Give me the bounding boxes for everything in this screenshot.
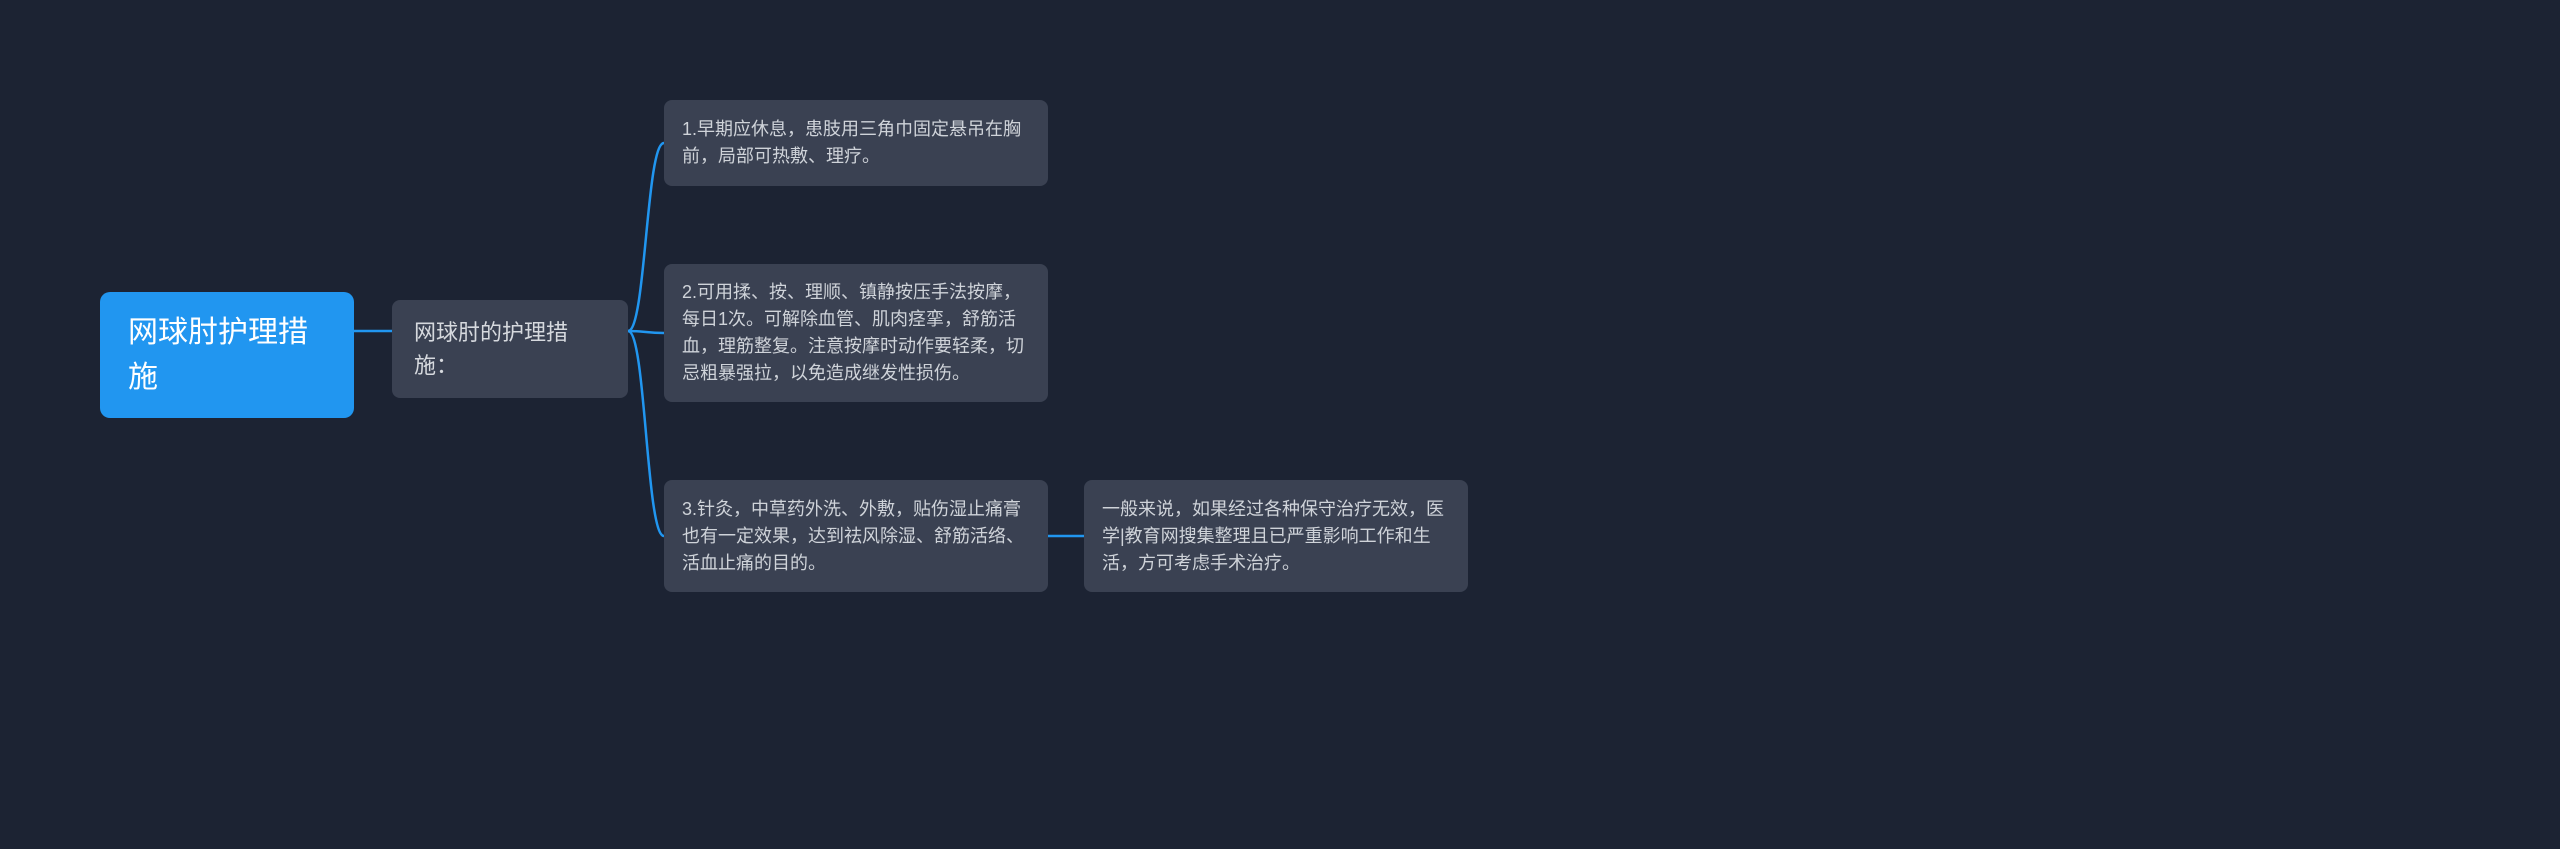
leaf-node-2[interactable]: 2.可用揉、按、理顺、镇静按压手法按摩，每日1次。可解除血管、肌肉痉挛，舒筋活血… [664,264,1048,402]
connector-layer [0,0,2560,849]
leaf-node-4[interactable]: 一般来说，如果经过各种保守治疗无效，医学|教育网搜集整理且已严重影响工作和生活，… [1084,480,1468,592]
subtopic-node[interactable]: 网球肘的护理措施： [392,300,628,398]
leaf-node-1[interactable]: 1.早期应休息，患肢用三角巾固定悬吊在胸前，局部可热敷、理疗。 [664,100,1048,186]
mindmap-canvas: 网球肘护理措施 网球肘的护理措施： 1.早期应休息，患肢用三角巾固定悬吊在胸前，… [0,0,2560,849]
leaf-node-3[interactable]: 3.针灸，中草药外洗、外敷，贴伤湿止痛膏也有一定效果，达到祛风除湿、舒筋活络、活… [664,480,1048,592]
root-node[interactable]: 网球肘护理措施 [100,292,354,418]
